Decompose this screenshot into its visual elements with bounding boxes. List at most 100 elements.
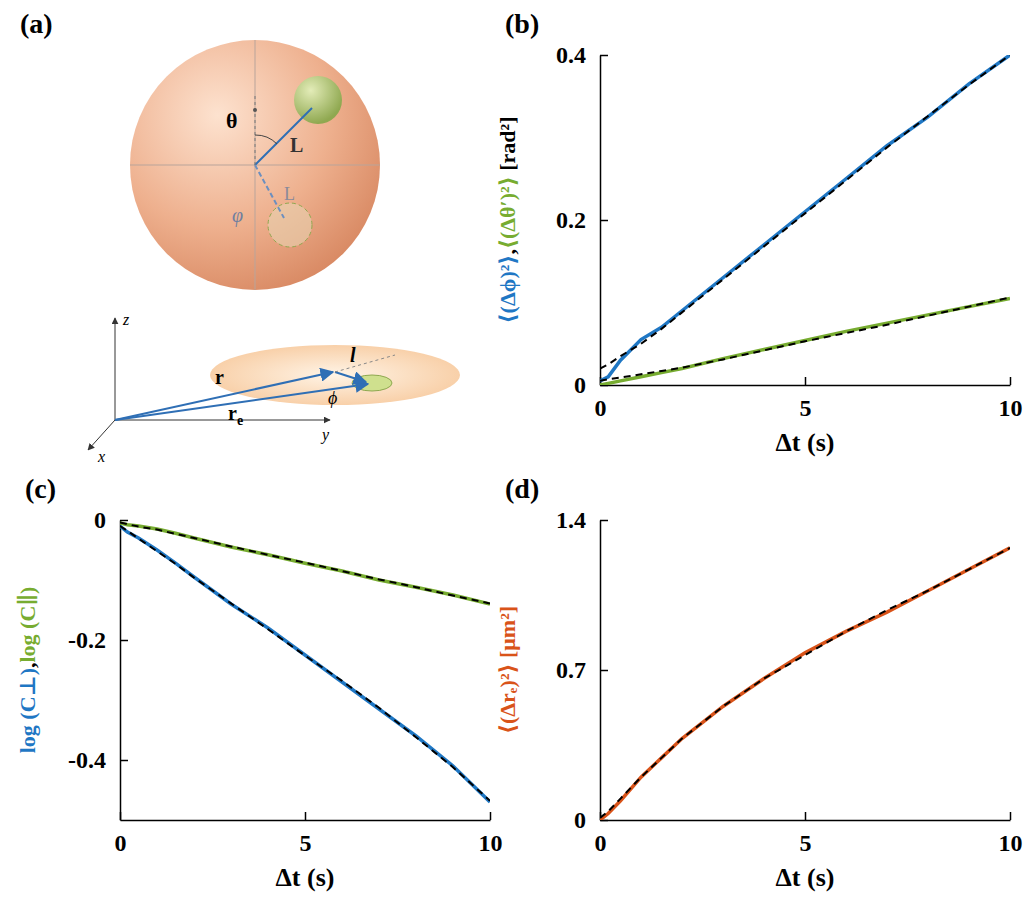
- data-line: [120, 526, 490, 802]
- fit-line: [120, 522, 490, 603]
- tick-label: 0.4: [556, 42, 586, 68]
- tick-label: 5: [800, 830, 812, 856]
- tick-label: 0: [574, 807, 586, 833]
- panel-0: 051000.20.4(b)Δt (s)⟨(Δϕ)²⟩,⟨(Δθ′)²⟩ [ra…: [495, 8, 1023, 457]
- angle-arc: [255, 135, 277, 144]
- tick-mark: [600, 55, 608, 57]
- tick-label: 10: [999, 395, 1023, 421]
- tick: 0.7: [556, 657, 608, 683]
- tick-mark: [120, 760, 128, 762]
- tick: 0.4: [556, 42, 608, 68]
- tick-mark: [120, 640, 128, 642]
- tick-mark: [1010, 377, 1012, 385]
- sphere: [130, 40, 380, 290]
- x-axis: 0 5 10: [115, 812, 503, 856]
- x-axis: 0 5 10: [595, 812, 1023, 856]
- plot-lines: [600, 55, 1010, 385]
- tick-label: 0: [574, 372, 586, 398]
- label-theta: θ: [226, 108, 237, 133]
- label-phi: φ: [232, 204, 243, 227]
- label-x: x: [97, 448, 105, 465]
- label-phi-plane: ϕ: [328, 388, 337, 408]
- y-axis-title-part: ⟨(Δrₑ)²⟩ [μm²]: [495, 606, 520, 734]
- tick: 1.4: [556, 507, 608, 533]
- y-axis: 0 0.7 1.4: [556, 507, 608, 833]
- tick-label: 0: [115, 830, 127, 856]
- tick: 0: [574, 372, 608, 398]
- particle: [294, 76, 342, 124]
- tick-label: 5: [300, 830, 312, 856]
- fit-line: [120, 526, 490, 801]
- tick: 5: [800, 377, 812, 421]
- tick-label: -0.4: [68, 747, 106, 773]
- tick-label: -0.2: [68, 627, 106, 653]
- fit-line: [600, 548, 1010, 818]
- figure: (a)θLLφzyxrrelϕ051000.20.4(b)Δt (s)⟨(Δϕ)…: [0, 0, 1036, 904]
- vector-r: [115, 372, 333, 420]
- vector-l: [335, 372, 366, 382]
- axis-y: [115, 420, 330, 421]
- tick-label: 0: [595, 830, 607, 856]
- guide-line: [255, 40, 256, 290]
- x-axis: 0 5 10: [595, 377, 1023, 421]
- y-axis: -0.4 -0.2 0: [68, 507, 128, 820]
- y-axis: 0 0.2 0.4: [556, 42, 608, 398]
- panel-a: (a)θLLφzyxrrelϕ: [20, 8, 460, 465]
- panel-letter: (a): [20, 8, 53, 39]
- tick-mark: [600, 520, 608, 522]
- data-line: [600, 298, 1010, 385]
- label-z: z: [122, 311, 130, 328]
- tick-label: 0: [595, 395, 607, 421]
- x-axis-title: Δt (s): [776, 428, 835, 457]
- y-axis-title: ⟨(Δrₑ)²⟩ [μm²]: [495, 606, 520, 734]
- panel-letter: (b): [505, 8, 539, 39]
- panel-letter: (d): [505, 473, 539, 504]
- panel-letter: (c): [25, 473, 56, 504]
- y-axis-title-part: log (C∥): [15, 587, 40, 663]
- y-axis-title-part: [rad²]: [495, 117, 520, 177]
- vector-L-projected: [255, 165, 284, 218]
- center-dot: [253, 108, 257, 112]
- data-line: [600, 548, 1010, 820]
- tick: -0.4: [68, 747, 128, 773]
- plot-lines: [120, 522, 490, 802]
- fit-line: [600, 55, 1010, 369]
- tick: 5: [800, 812, 812, 856]
- label-L-projected: L: [284, 184, 295, 204]
- label-r: r: [215, 366, 224, 388]
- y-axis-title: log (C⊥),log (C∥): [15, 587, 40, 754]
- tick-mark: [805, 377, 807, 385]
- label-L: L: [290, 134, 303, 156]
- label-re: re: [228, 402, 243, 428]
- panel-1: 0 5 10 -0.4 -0.2 0 (c) Δt (s) log (C⊥),log (C∥): [15, 473, 503, 892]
- tick-label: 10: [999, 830, 1023, 856]
- y-axis-title-part: ⟨(Δϕ)²⟩: [495, 255, 520, 324]
- tick-mark: [490, 812, 492, 820]
- axis-z: [115, 318, 116, 420]
- label-y: y: [320, 426, 330, 444]
- plot-lines: [600, 548, 1010, 820]
- particle-ghost: [268, 203, 312, 247]
- data-line: [600, 55, 1010, 381]
- tick: 5: [300, 812, 312, 856]
- tick: -0.2: [68, 627, 128, 653]
- tick-label: 1.4: [556, 507, 586, 533]
- tick-label: 0: [94, 507, 106, 533]
- x-axis-title: Δt (s): [776, 863, 835, 892]
- tick: 10: [479, 812, 503, 856]
- tick-label: 0.7: [556, 657, 586, 683]
- tick-mark: [1010, 812, 1012, 820]
- guide-line: [335, 355, 395, 372]
- panel-2: 0 5 10 0 0.7 1.4 (d) Δt (s) ⟨(Δrₑ)²⟩ [μm²]: [495, 473, 1023, 892]
- tick-mark: [600, 220, 608, 222]
- tick: 10: [999, 377, 1023, 421]
- tick-mark: [805, 812, 807, 820]
- tick-label: 0.2: [556, 207, 586, 233]
- vector-L: [255, 108, 312, 165]
- tick: 10: [999, 812, 1023, 856]
- y-axis-title-part: ⟨(Δθ′)²⟩: [495, 176, 520, 249]
- tick: 0.2: [556, 207, 608, 233]
- x-axis-title: Δt (s): [276, 863, 335, 892]
- tick-label: 5: [800, 395, 812, 421]
- axis-line: [120, 521, 122, 821]
